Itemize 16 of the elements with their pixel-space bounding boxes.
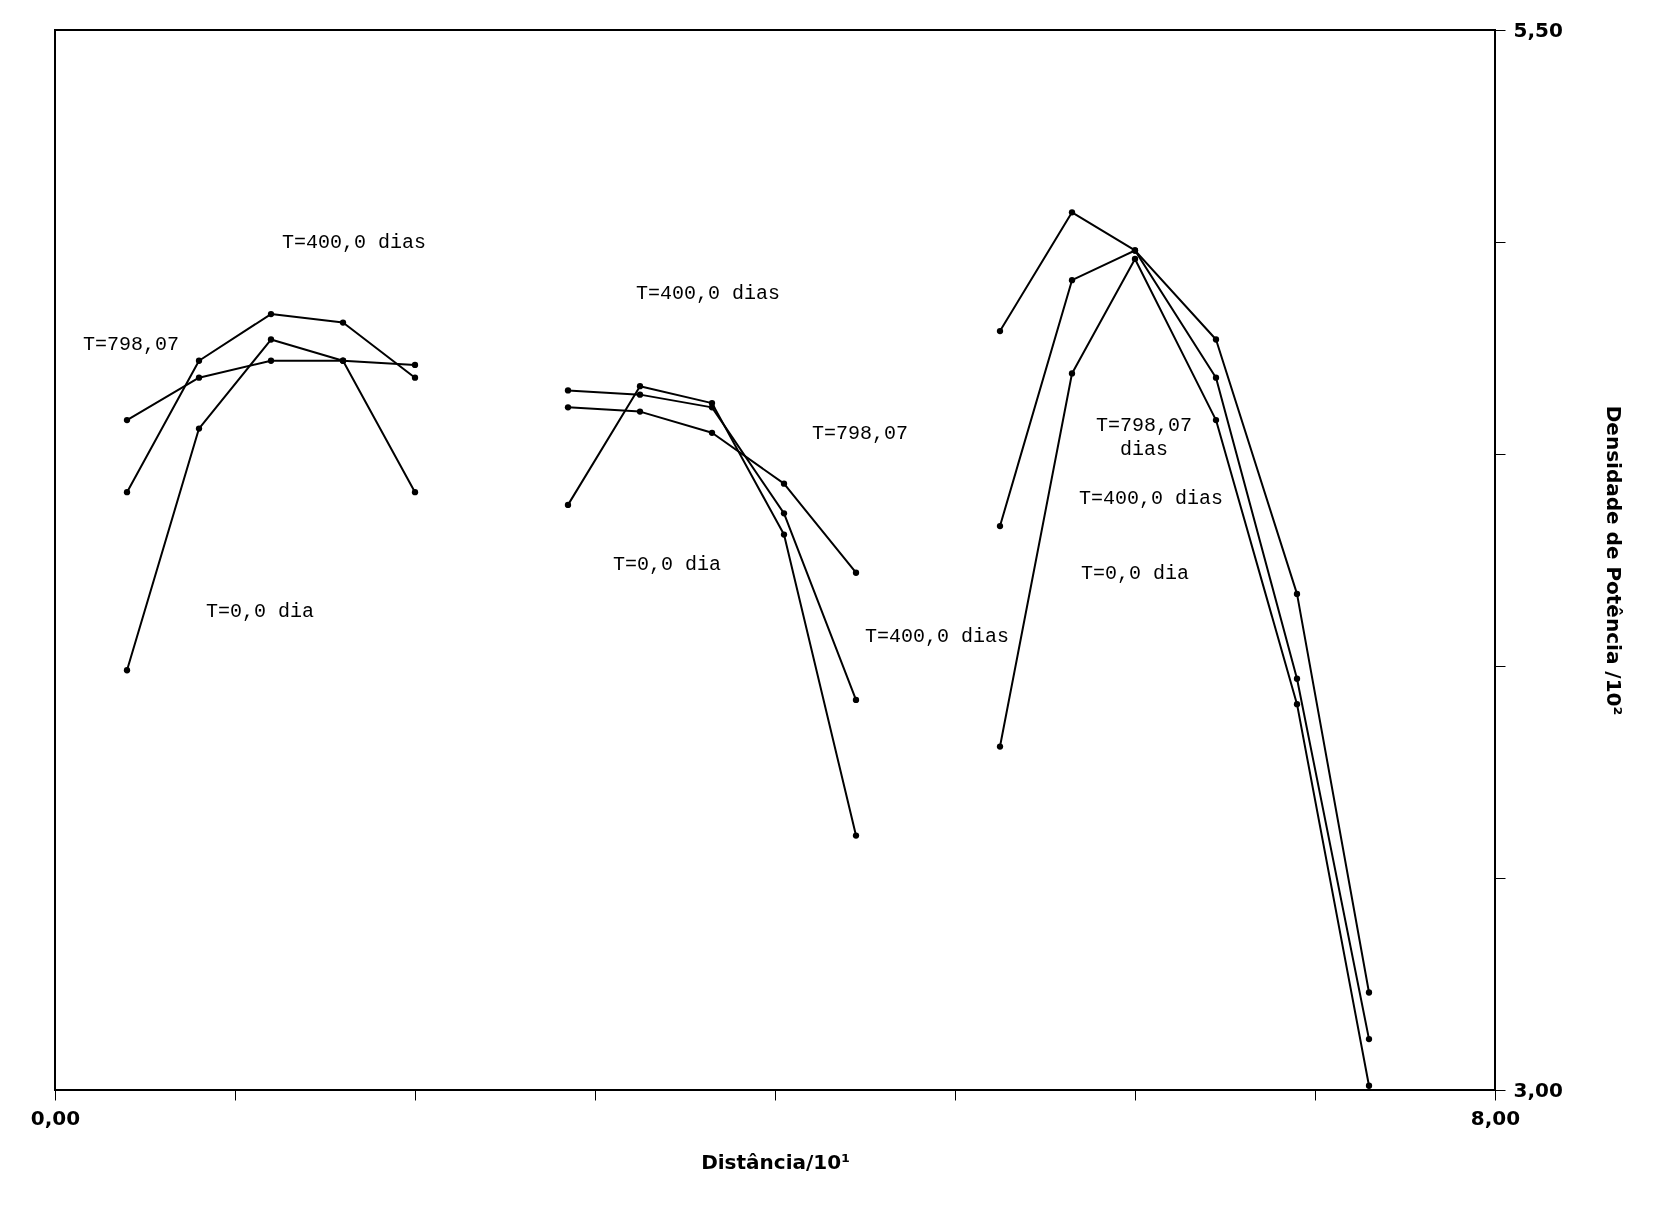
x-tick-label: 0,00: [30, 1105, 81, 1130]
y-tick-label: 5,50: [1513, 17, 1563, 42]
y-axis-title: Densidade de Potência /10²: [1601, 405, 1626, 716]
x-tick-label: 8,00: [1470, 1105, 1521, 1130]
annotation: T=400,0 dias: [281, 231, 427, 254]
annotation: T=798,07: [811, 422, 909, 445]
annotation: T=0,0 dia: [205, 600, 315, 623]
annotation: T=0,0 dia: [612, 553, 722, 576]
annotation: T=400,0 dias: [1078, 487, 1224, 510]
annotation: T=798,07: [82, 333, 180, 356]
annotation: T=798,07 dias: [1095, 414, 1193, 461]
x-axis-title: Distância/10¹: [701, 1149, 850, 1174]
annotation: T=400,0 dias: [864, 625, 1010, 648]
annotation: T=400,0 dias: [635, 282, 781, 305]
y-tick-label: 3,00: [1513, 1077, 1563, 1102]
annotation: T=0,0 dia: [1080, 562, 1190, 585]
